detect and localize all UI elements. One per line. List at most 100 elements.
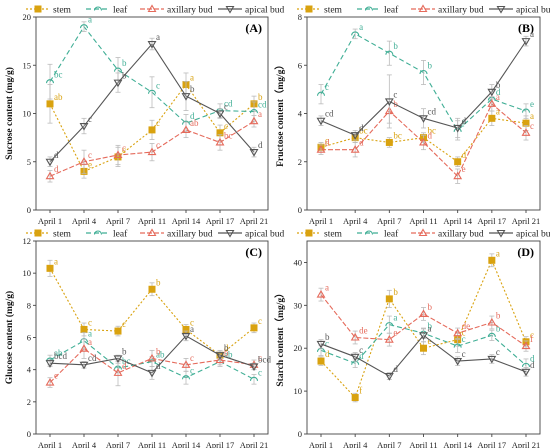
stem-point <box>305 5 313 13</box>
axillary-point <box>147 147 157 156</box>
apical-point <box>350 353 360 362</box>
error-bar <box>81 117 87 135</box>
leaf-point <box>521 362 531 367</box>
apical-point <box>249 363 259 372</box>
significance-letter: c <box>224 102 228 112</box>
significance-letter: c <box>190 366 194 376</box>
legend-label-axillary: axillary bud <box>167 230 213 240</box>
apical-point <box>496 229 506 238</box>
axillary-point <box>147 4 157 13</box>
y-axis-label: Fructose content（mg/g） <box>274 60 286 167</box>
error-bar <box>455 117 461 139</box>
significance-letter: a <box>496 92 500 102</box>
x-tick-label: April 14 <box>443 216 472 226</box>
significance-letter: d <box>190 111 195 121</box>
significance-letter: a <box>156 32 160 42</box>
error-bar <box>47 63 53 100</box>
y-tick-label: 0 <box>298 429 302 439</box>
apical-point <box>181 93 191 101</box>
stem-point <box>488 256 496 264</box>
significance-letter: a <box>88 329 92 339</box>
significance-letter: b <box>496 80 501 90</box>
significance-letter: c <box>88 150 92 160</box>
x-tick-label: April 4 <box>72 216 97 226</box>
significance-letter: a <box>190 324 194 334</box>
error-bar <box>115 144 121 166</box>
axillary-point <box>487 317 497 326</box>
leaf-point <box>521 108 531 113</box>
panel-label: (D) <box>517 245 534 259</box>
axillary-point <box>147 353 157 362</box>
leaf-point <box>181 120 191 125</box>
x-tick-label: April 21 <box>240 440 269 448</box>
significance-letter: bc <box>428 126 437 136</box>
leaf-point <box>487 332 496 337</box>
significance-letter: e <box>393 328 397 338</box>
stem-point <box>34 5 42 13</box>
error-bar <box>251 374 257 385</box>
legend-label-stem: stem <box>324 6 343 16</box>
leaf-point <box>316 91 326 96</box>
significance-letter: b <box>122 346 127 356</box>
panel-label: (C) <box>245 245 262 259</box>
y-axis-label: Sucrose content (mg/g) <box>4 67 15 160</box>
error-bar <box>149 76 155 109</box>
apical-point <box>113 79 123 88</box>
apical-point <box>487 88 497 97</box>
significance-letter: c <box>530 121 534 131</box>
stem-point <box>148 126 156 134</box>
significance-letter: b <box>122 71 127 81</box>
axillary-point <box>79 344 89 352</box>
y-tick-label: 4 <box>298 109 303 119</box>
legend: stem leaf axillary bud apical bud <box>297 228 550 240</box>
significance-letter: ab <box>224 350 233 360</box>
significance-letter: cd <box>88 353 97 363</box>
legend-label-apical: apical bud <box>516 6 550 16</box>
stem-point <box>454 158 462 166</box>
apical-point <box>147 40 157 49</box>
y-axis-label: Starch content（mg/g） <box>274 288 286 386</box>
x-tick-label: April 7 <box>106 440 130 448</box>
apical-point <box>496 5 506 14</box>
x-tick-label: April 1 <box>38 216 62 226</box>
significance-letter: cd <box>224 99 233 109</box>
significance-letter: e <box>88 159 92 169</box>
x-tick-label: April 11 <box>409 216 437 226</box>
leaf-point <box>419 69 428 75</box>
axillary-point <box>316 145 326 153</box>
y-tick-label: 6 <box>298 60 302 70</box>
significance-letter: ab <box>156 350 165 360</box>
legend-label-apical: apical bud <box>245 230 285 240</box>
y-tick-label: 30 <box>294 300 303 310</box>
significance-letter: a <box>54 256 58 266</box>
plot-frame <box>35 240 269 435</box>
significance-letter: d <box>359 123 364 133</box>
significance-letter: a <box>530 111 534 121</box>
significance-letter: d <box>530 360 535 370</box>
leaf-point <box>113 67 123 72</box>
legend-label-axillary: axillary bud <box>167 6 213 16</box>
apical-point <box>316 340 326 349</box>
x-tick-label: April 14 <box>172 216 201 226</box>
x-tick-label: April 21 <box>240 216 269 226</box>
significance-letter: c <box>156 140 160 150</box>
apical-point <box>521 38 531 46</box>
significance-letter: d <box>122 361 127 371</box>
stem-point <box>488 114 496 122</box>
stem-point <box>317 357 325 365</box>
error-bar <box>81 338 87 359</box>
significance-letter: c <box>359 345 363 355</box>
significance-letter: d <box>462 116 467 126</box>
legend-label-leaf: leaf <box>384 5 399 16</box>
y-tick-label: 2 <box>27 397 31 407</box>
significance-letter: c <box>462 334 466 344</box>
y-tick-label: 4 <box>27 365 32 375</box>
significance-letter: d <box>530 353 535 363</box>
significance-letter: c <box>325 135 329 145</box>
apical-point <box>350 132 360 140</box>
axillary-point <box>181 125 191 133</box>
error-bar <box>149 143 155 162</box>
